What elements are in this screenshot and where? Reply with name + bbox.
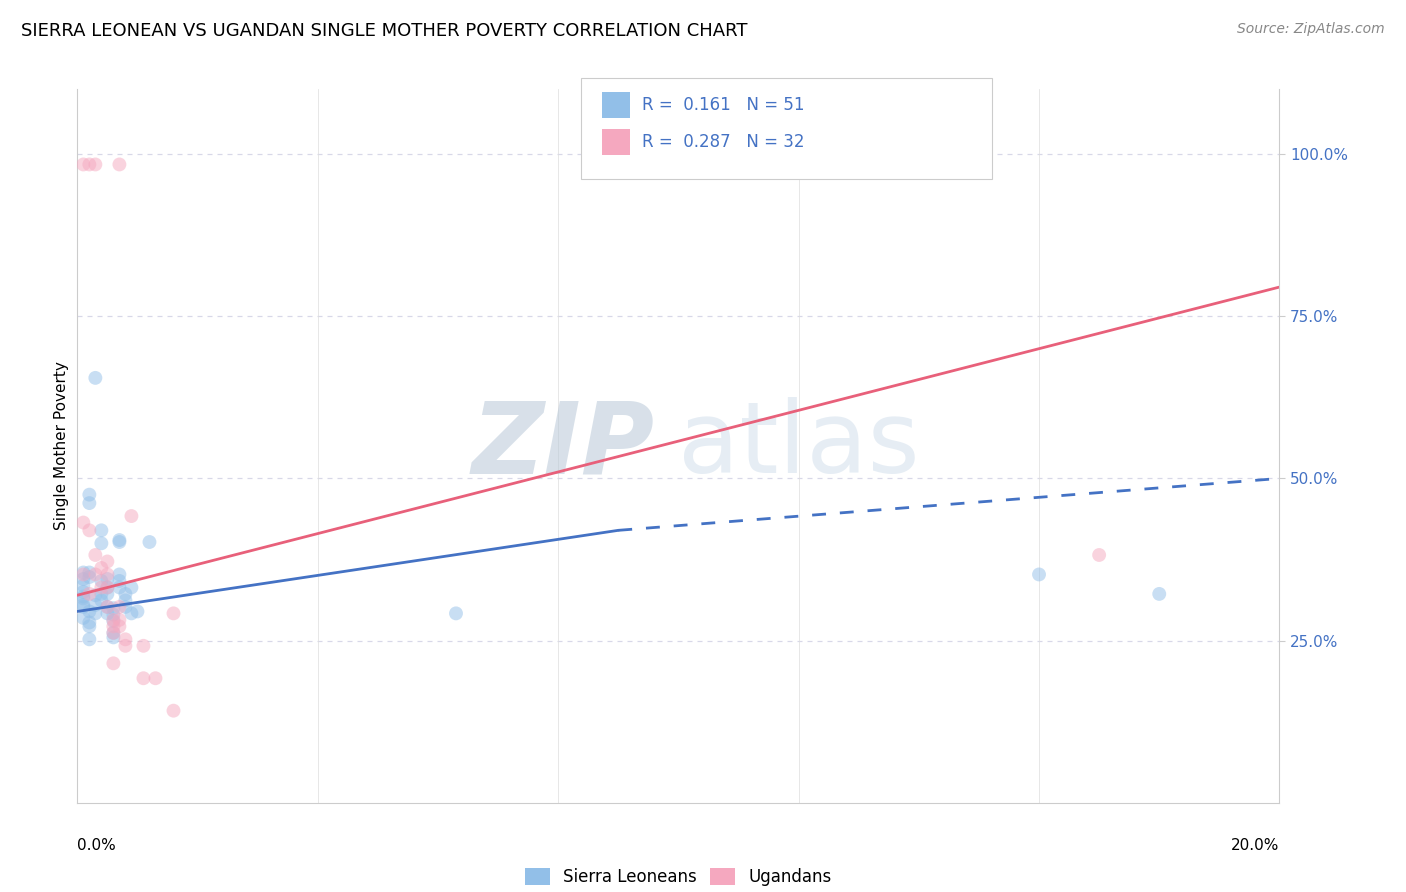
Point <box>103 625 125 640</box>
Point <box>84 567 107 582</box>
Point <box>108 533 131 547</box>
Point <box>1028 567 1050 582</box>
Point <box>90 574 112 588</box>
Point <box>120 607 142 621</box>
Point <box>72 591 94 606</box>
Point <box>72 572 94 586</box>
Y-axis label: Single Mother Poverty: Single Mother Poverty <box>53 361 69 531</box>
Point <box>90 524 112 538</box>
Point <box>132 671 155 685</box>
Point <box>72 590 94 604</box>
Point <box>79 615 101 630</box>
Point <box>72 585 94 599</box>
Point <box>108 567 131 582</box>
Point <box>84 371 107 385</box>
Point <box>127 604 149 618</box>
Point <box>84 548 107 562</box>
Point <box>72 567 94 582</box>
Point <box>79 570 101 584</box>
Text: ZIP: ZIP <box>471 398 654 494</box>
Text: R =  0.287   N = 32: R = 0.287 N = 32 <box>641 134 804 152</box>
Point <box>108 613 131 627</box>
Point <box>103 601 125 615</box>
Point <box>114 587 136 601</box>
Text: Source: ZipAtlas.com: Source: ZipAtlas.com <box>1237 22 1385 37</box>
Text: SIERRA LEONEAN VS UGANDAN SINGLE MOTHER POVERTY CORRELATION CHART: SIERRA LEONEAN VS UGANDAN SINGLE MOTHER … <box>21 22 748 40</box>
Point <box>120 509 142 524</box>
Point <box>162 607 184 621</box>
Point <box>1149 587 1171 601</box>
Point <box>79 566 101 580</box>
Point <box>84 598 107 612</box>
Point <box>90 561 112 575</box>
Point <box>96 607 118 621</box>
Point <box>96 599 118 614</box>
Point <box>114 632 136 647</box>
Text: 0.0%: 0.0% <box>77 838 117 854</box>
Point <box>90 581 112 595</box>
Point <box>79 524 101 538</box>
Point <box>79 619 101 633</box>
Point <box>103 614 125 628</box>
Point <box>114 593 136 607</box>
Point <box>145 671 167 685</box>
Point <box>132 639 155 653</box>
Point <box>79 587 101 601</box>
Point <box>108 599 131 614</box>
Point <box>103 613 125 627</box>
Point <box>84 607 107 621</box>
Point <box>96 587 118 601</box>
Point <box>444 607 467 621</box>
Point <box>103 657 125 671</box>
Point <box>96 572 118 586</box>
Point <box>72 516 94 530</box>
Legend: Sierra Leoneans, Ugandans: Sierra Leoneans, Ugandans <box>519 861 838 892</box>
Point <box>79 157 101 171</box>
Point <box>120 581 142 595</box>
Point <box>72 578 94 592</box>
Point <box>72 599 94 614</box>
Point <box>108 535 131 549</box>
Text: atlas: atlas <box>679 398 920 494</box>
Point <box>79 632 101 647</box>
Point <box>114 639 136 653</box>
Text: R =  0.161   N = 51: R = 0.161 N = 51 <box>641 96 804 114</box>
Point <box>108 574 131 588</box>
Point <box>72 611 94 625</box>
Point <box>90 587 112 601</box>
Point <box>79 496 101 510</box>
Point <box>72 157 94 171</box>
Point <box>96 567 118 582</box>
Point <box>96 599 118 614</box>
Point <box>1088 548 1111 562</box>
Point <box>138 535 160 549</box>
Point <box>72 566 94 580</box>
Text: 20.0%: 20.0% <box>1232 838 1279 854</box>
Point <box>108 619 131 633</box>
Point <box>96 581 118 595</box>
Point <box>103 625 125 640</box>
Point <box>72 598 94 612</box>
Point <box>84 588 107 602</box>
Point <box>79 488 101 502</box>
Point <box>96 554 118 568</box>
Point <box>90 593 112 607</box>
Point <box>162 704 184 718</box>
Point <box>103 619 125 633</box>
Point <box>90 536 112 550</box>
Point <box>103 607 125 622</box>
Point <box>103 631 125 645</box>
Point <box>108 157 131 171</box>
Point <box>84 157 107 171</box>
Point <box>108 581 131 595</box>
Point <box>79 604 101 618</box>
Point <box>96 581 118 595</box>
Point <box>114 599 136 614</box>
